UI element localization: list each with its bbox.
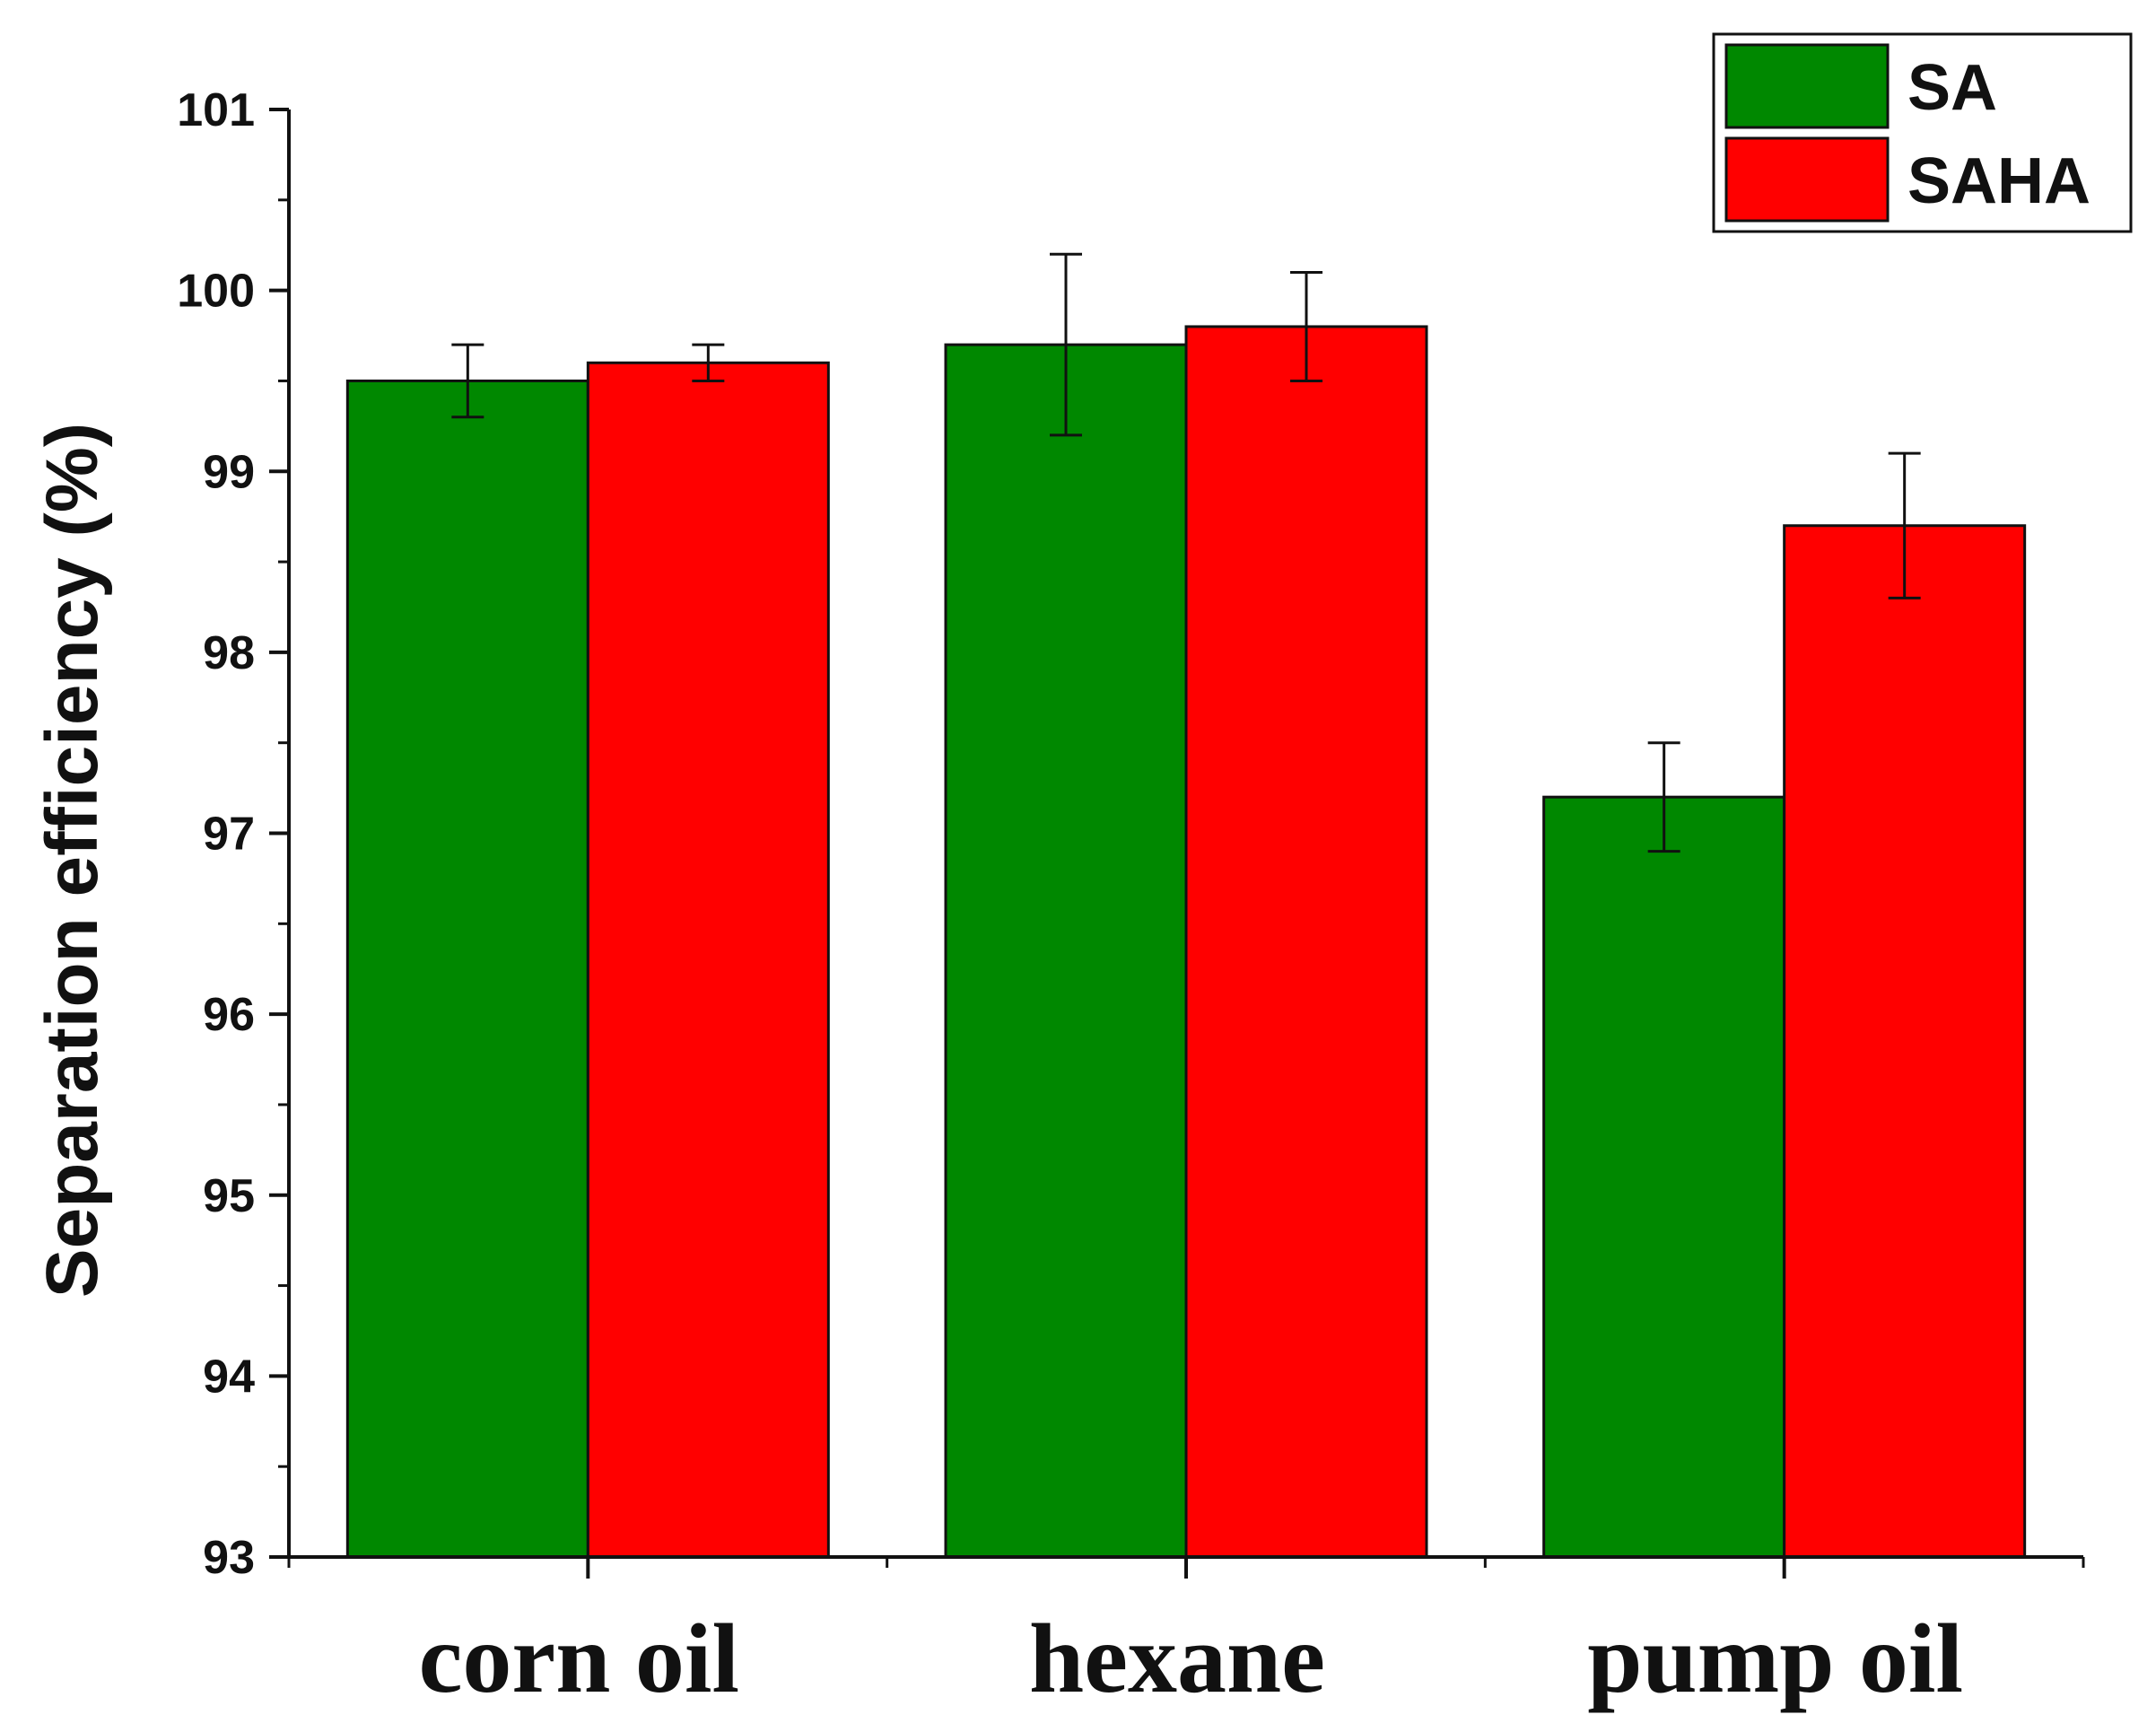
error-bar (692, 343, 725, 382)
x-category-label: pump oil (1587, 1604, 1963, 1713)
bar-sa-pump-oil (1542, 795, 1786, 1559)
bar-sa-hexane (944, 343, 1188, 1559)
y-ticks: 93 94 95 96 97 98 99 100 101 (177, 84, 289, 1584)
error-bar (451, 343, 484, 419)
y-tick-label: 94 (203, 1351, 255, 1403)
y-axis-label: Separation efficiency (%) (31, 423, 113, 1298)
bar-saha-corn-oil (586, 361, 830, 1559)
error-bar (1888, 451, 1921, 599)
y-tick-label: 95 (203, 1170, 255, 1222)
legend-swatch-sa (1724, 43, 1890, 129)
error-bar (1647, 741, 1680, 853)
y-tick-label: 93 (203, 1532, 255, 1584)
y-tick-label: 96 (203, 989, 255, 1041)
bar-saha-pump-oil (1783, 524, 2027, 1559)
x-category-label: hexane (1029, 1604, 1325, 1713)
error-bars-layer (451, 252, 1921, 853)
bar-saha-hexane (1184, 325, 1428, 1559)
y-tick-label: 101 (177, 84, 255, 136)
bars-layer (345, 325, 2027, 1559)
x-ticks: corn oil hexane pump oil (287, 1557, 2085, 1713)
y-tick-label: 98 (203, 627, 255, 679)
error-bar (1050, 252, 1082, 437)
y-tick-label: 97 (203, 809, 255, 861)
y-tick-label: 99 (203, 446, 255, 498)
bar-sa-corn-oil (345, 379, 589, 1559)
y-tick-label: 100 (177, 266, 255, 318)
error-bar (1290, 270, 1322, 382)
legend: SA SAHA (1712, 32, 2133, 233)
x-category-label: corn oil (419, 1604, 739, 1713)
legend-label-sa: SA (1907, 52, 1997, 124)
legend-label-saha: SAHA (1907, 145, 2091, 217)
legend-swatch-saha (1724, 136, 1890, 223)
